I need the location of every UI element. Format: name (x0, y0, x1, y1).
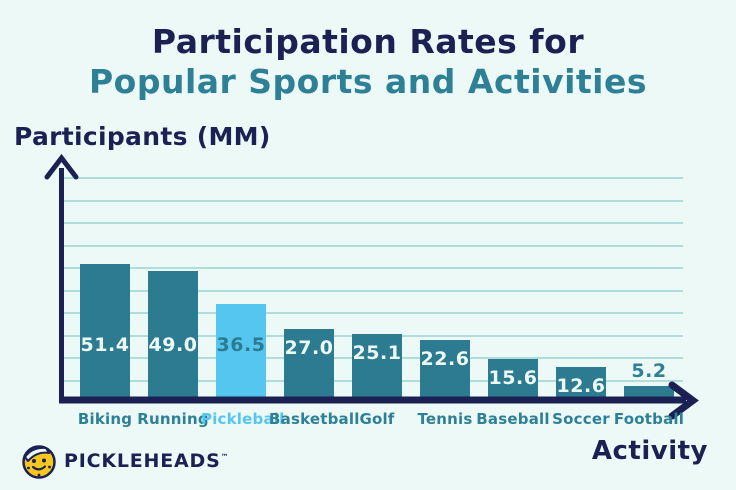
bar-basketball (284, 329, 334, 400)
value-label-biking: 51.4 (80, 334, 130, 356)
category-label-soccer: Soccer (552, 410, 610, 428)
category-label-football: Football (613, 410, 685, 428)
logo-trademark: ™ (220, 452, 230, 462)
gridline (62, 245, 683, 247)
category-label-baseball: Baseball (476, 410, 550, 428)
bar-running (148, 271, 198, 400)
bar-biking (80, 264, 130, 400)
gridline (62, 312, 683, 314)
category-label-running: Running (137, 410, 209, 428)
gridline (62, 222, 683, 224)
logo-text: PICKLEHEADS (64, 450, 221, 472)
bar-baseball (488, 359, 538, 400)
bar-pickleball (216, 304, 266, 400)
bar-soccer (556, 367, 606, 400)
value-label-golf: 25.1 (352, 342, 402, 364)
value-label-football: 5.2 (631, 360, 667, 382)
gridline (62, 267, 683, 269)
chart-title-line-2: Popular Sports and Activities (88, 62, 648, 101)
bar-tennis (420, 340, 470, 400)
category-label-biking: Biking (77, 410, 133, 428)
x-axis-title: Activity (591, 436, 708, 466)
gridline (62, 177, 683, 179)
value-label-pickleball: 36.5 (216, 334, 266, 356)
pickleball-icon (22, 445, 56, 479)
chart-title-line-1: Participation Rates for (151, 22, 585, 61)
category-label-tennis: Tennis (417, 410, 473, 428)
logo-wordmark: PICKLEHEADS™ (64, 450, 229, 472)
value-label-basketball: 27.0 (284, 337, 334, 359)
bar-golf (352, 334, 402, 400)
value-label-running: 49.0 (148, 334, 198, 356)
gridline (62, 290, 683, 292)
y-axis-title: Participants (MM) (14, 122, 271, 151)
value-label-soccer: 12.6 (556, 375, 606, 397)
value-label-tennis: 22.6 (420, 348, 470, 370)
category-label-basketball: Basketball (269, 410, 360, 428)
value-label-baseball: 15.6 (488, 367, 538, 389)
category-label-pickleball: Pickleball (201, 410, 285, 428)
gridline (62, 200, 683, 202)
category-label-golf: Golf (359, 410, 395, 428)
pickleheads-logo: PICKLEHEADS™ (20, 441, 229, 481)
